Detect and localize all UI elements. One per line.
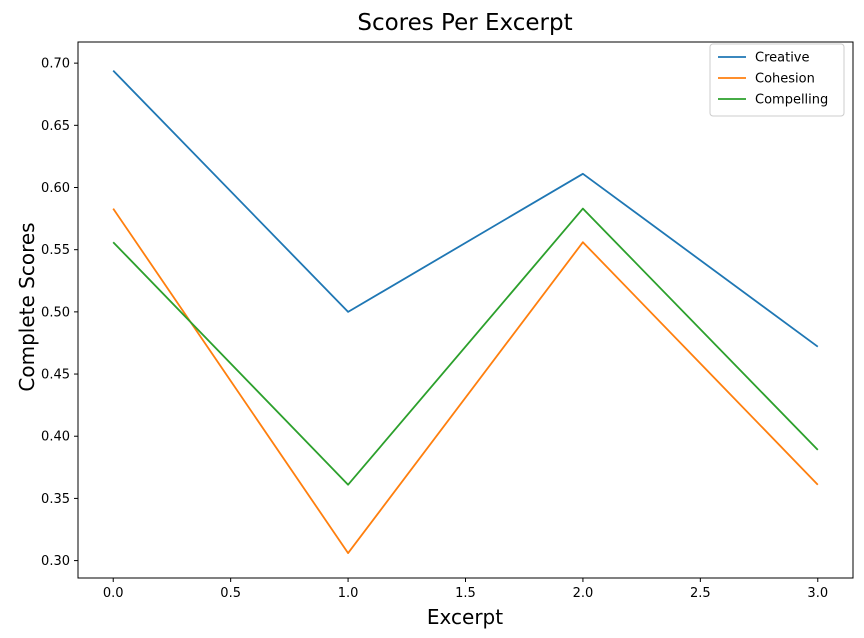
y-tick-label: 0.50 (41, 305, 70, 320)
y-tick-label: 0.70 (41, 57, 70, 72)
y-tick-label: 0.55 (41, 243, 70, 258)
legend-box (709, 43, 845, 117)
chart-title: Scores Per Excerpt (357, 10, 572, 36)
y-axis-title: Complete Scores (15, 222, 39, 391)
y-tick-label: 0.65 (41, 119, 70, 134)
y-tick-label: 0.45 (41, 368, 70, 383)
series-line-creative (112, 69, 819, 348)
x-tick-label: 3.0 (807, 586, 828, 601)
y-tick-label: 0.40 (41, 430, 70, 445)
series-line-cohesion (112, 208, 819, 554)
x-tick-label: 2.5 (690, 586, 711, 601)
y-tick-label: 0.60 (41, 181, 70, 196)
y-tick-label: 0.30 (41, 554, 70, 569)
x-tick-label: 1.0 (338, 586, 359, 601)
x-tick-label: 0.0 (103, 586, 124, 601)
x-axis-title: Excerpt (427, 605, 503, 629)
x-tick-label: 0.5 (220, 586, 241, 601)
legend-label-compelling: Compelling (755, 93, 828, 108)
series-line-compelling (112, 207, 819, 486)
y-tick-label: 0.35 (41, 492, 70, 507)
legend-label-cohesion: Cohesion (755, 72, 815, 87)
legend-label-creative: Creative (755, 51, 810, 66)
plot-area: 0.0 0.5 1.0 1.5 2.0 2.5 3.0 0.30 0.35 0.40 0.45 0.5… (41, 41, 854, 601)
x-tick-label: 1.5 (455, 586, 476, 601)
x-tick-label: 2.0 (573, 586, 594, 601)
